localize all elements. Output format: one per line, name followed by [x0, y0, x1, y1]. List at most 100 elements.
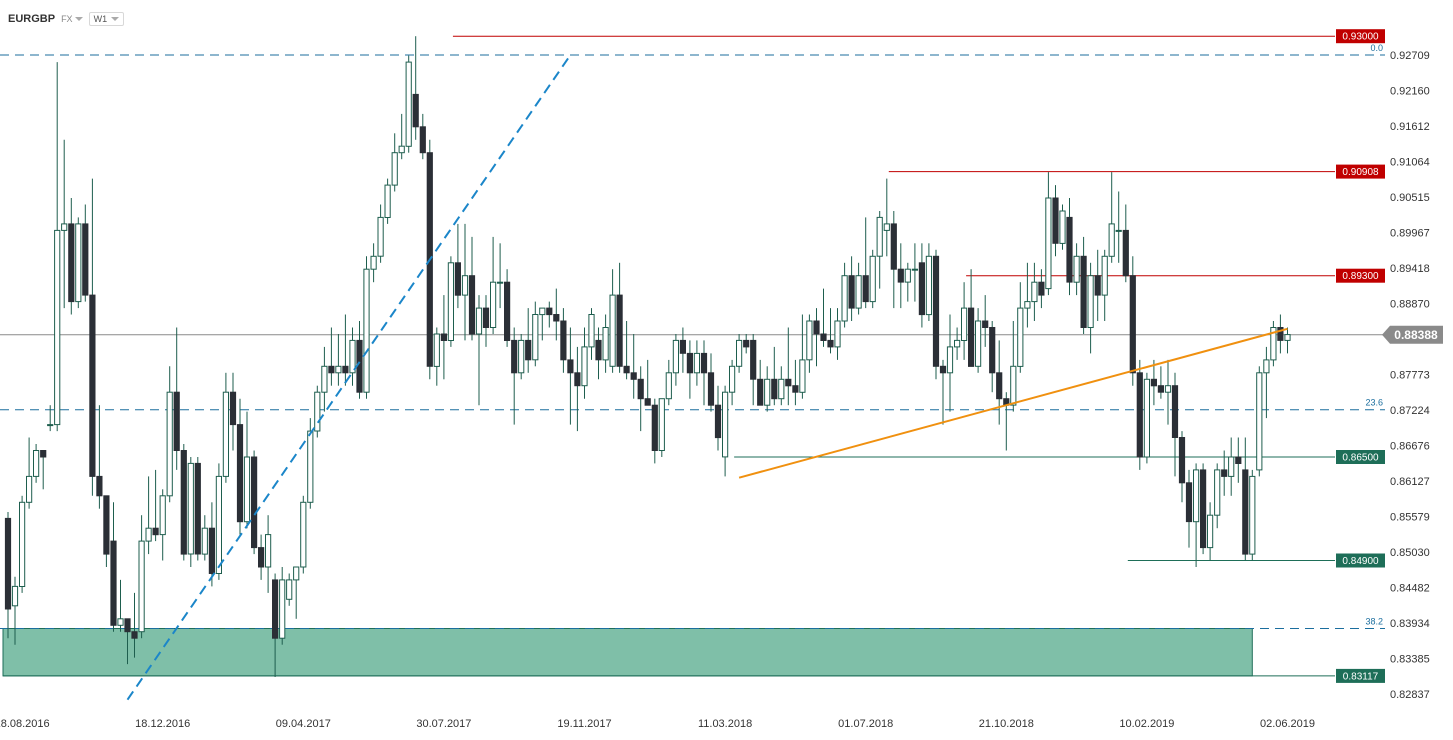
candle-body[interactable] — [609, 294, 616, 367]
candle-body[interactable] — [110, 540, 117, 626]
candle-body[interactable] — [1256, 372, 1263, 471]
candle-body[interactable] — [1045, 197, 1052, 290]
candle-body[interactable] — [820, 333, 827, 341]
candle-body[interactable] — [925, 255, 932, 316]
candle-body[interactable] — [651, 404, 658, 452]
candle-body[interactable] — [982, 320, 989, 328]
trendline-blue[interactable] — [126, 54, 572, 701]
candle-body[interactable] — [862, 275, 869, 303]
candle-body[interactable] — [602, 327, 609, 361]
candle-body[interactable] — [398, 145, 405, 154]
candle-body[interactable] — [349, 339, 356, 374]
candle-body[interactable] — [876, 216, 883, 257]
candle-body[interactable] — [370, 255, 377, 270]
candle-body[interactable] — [1129, 275, 1136, 374]
candle-body[interactable] — [279, 579, 286, 639]
candle-body[interactable] — [215, 475, 223, 574]
candle-body[interactable] — [1157, 385, 1165, 393]
candle-body[interactable] — [1087, 275, 1094, 329]
candle-body[interactable] — [440, 333, 447, 341]
candle-body[interactable] — [1073, 255, 1080, 283]
candle-body[interactable] — [848, 275, 855, 309]
candle-body[interactable] — [11, 585, 19, 607]
candle-body[interactable] — [314, 391, 321, 432]
candle-body[interactable] — [532, 314, 539, 361]
candle-body[interactable] — [813, 320, 820, 335]
candle-body[interactable] — [208, 527, 216, 575]
candle-body[interactable] — [750, 339, 757, 380]
candle-body[interactable] — [588, 314, 595, 348]
candle-body[interactable] — [560, 320, 567, 361]
candle-body[interactable] — [19, 501, 26, 587]
candle-body[interactable] — [989, 327, 996, 374]
candle-body[interactable] — [1171, 385, 1179, 439]
candle-body[interactable] — [1284, 334, 1291, 341]
candle-body[interactable] — [377, 216, 384, 257]
candle-body[interactable] — [883, 223, 890, 231]
candle-body[interactable] — [1270, 327, 1277, 361]
candle-body[interactable] — [567, 359, 574, 374]
candle-body[interactable] — [236, 424, 244, 523]
candle-body[interactable] — [1031, 281, 1038, 303]
candle-body[interactable] — [1164, 385, 1172, 393]
candle-body[interactable] — [693, 352, 700, 374]
candle-body[interactable] — [26, 475, 33, 503]
candle-body[interactable] — [771, 378, 778, 400]
candle-body[interactable] — [679, 339, 686, 354]
candle-body[interactable] — [286, 579, 293, 600]
candle-body[interactable] — [743, 339, 750, 348]
candle-body[interactable] — [1228, 456, 1235, 477]
candle-body[interactable] — [623, 365, 630, 374]
candle-body[interactable] — [405, 61, 412, 147]
candle-body[interactable] — [33, 450, 40, 477]
candle-body[interactable] — [173, 391, 180, 452]
candle-body[interactable] — [574, 372, 581, 387]
candle-body[interactable] — [447, 262, 454, 341]
candle-body[interactable] — [616, 294, 623, 367]
candle-body[interactable] — [1010, 365, 1017, 406]
candle-body[interactable] — [1143, 378, 1151, 458]
candle-body[interactable] — [265, 534, 272, 568]
candle-body[interactable] — [672, 339, 679, 374]
candle-body[interactable] — [1038, 281, 1045, 296]
candle-body[interactable] — [40, 450, 47, 458]
candle-body[interactable] — [1235, 456, 1242, 464]
candle-body[interactable] — [1080, 255, 1087, 328]
candle-body[interactable] — [1052, 197, 1059, 244]
candle-body[interactable] — [54, 229, 61, 426]
candle-body[interactable] — [475, 307, 483, 335]
candle-body[interactable] — [722, 391, 729, 458]
candle-body[interactable] — [729, 365, 736, 393]
candle-body[interactable] — [757, 378, 764, 406]
candle-body[interactable] — [841, 275, 848, 322]
candle-body[interactable] — [511, 339, 518, 374]
candle-body[interactable] — [996, 372, 1003, 400]
candle-body[interactable] — [251, 456, 258, 549]
candle-body[interactable] — [890, 223, 897, 270]
candle-body[interactable] — [1207, 514, 1214, 549]
candle-body[interactable] — [799, 359, 806, 393]
candle-body[interactable] — [806, 320, 813, 361]
candle-body[interactable] — [918, 262, 925, 316]
candle-body[interactable] — [869, 255, 876, 303]
candle-body[interactable] — [461, 275, 469, 296]
candle-body[interactable] — [145, 527, 152, 542]
candle-body[interactable] — [827, 339, 834, 348]
candle-body[interactable] — [152, 527, 159, 536]
candle-body[interactable] — [131, 631, 138, 639]
candle-body[interactable] — [103, 495, 110, 555]
candle-body[interactable] — [391, 152, 398, 186]
candle-body[interactable] — [433, 333, 440, 367]
candle-body[interactable] — [497, 281, 504, 284]
candle-body[interactable] — [736, 339, 743, 367]
candle-body[interactable] — [1277, 327, 1284, 341]
candle-body[interactable] — [946, 346, 954, 374]
candle-body[interactable] — [96, 475, 103, 497]
candle-body[interactable] — [363, 268, 370, 393]
candle-body[interactable] — [384, 184, 391, 219]
candle-body[interactable] — [911, 268, 918, 271]
candle-body[interactable] — [778, 378, 785, 400]
candle-body[interactable] — [454, 262, 461, 296]
candle-body[interactable] — [482, 307, 490, 329]
